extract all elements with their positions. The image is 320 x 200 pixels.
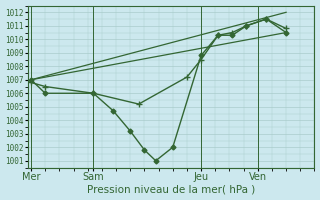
X-axis label: Pression niveau de la mer( hPa ): Pression niveau de la mer( hPa ) <box>87 184 255 194</box>
